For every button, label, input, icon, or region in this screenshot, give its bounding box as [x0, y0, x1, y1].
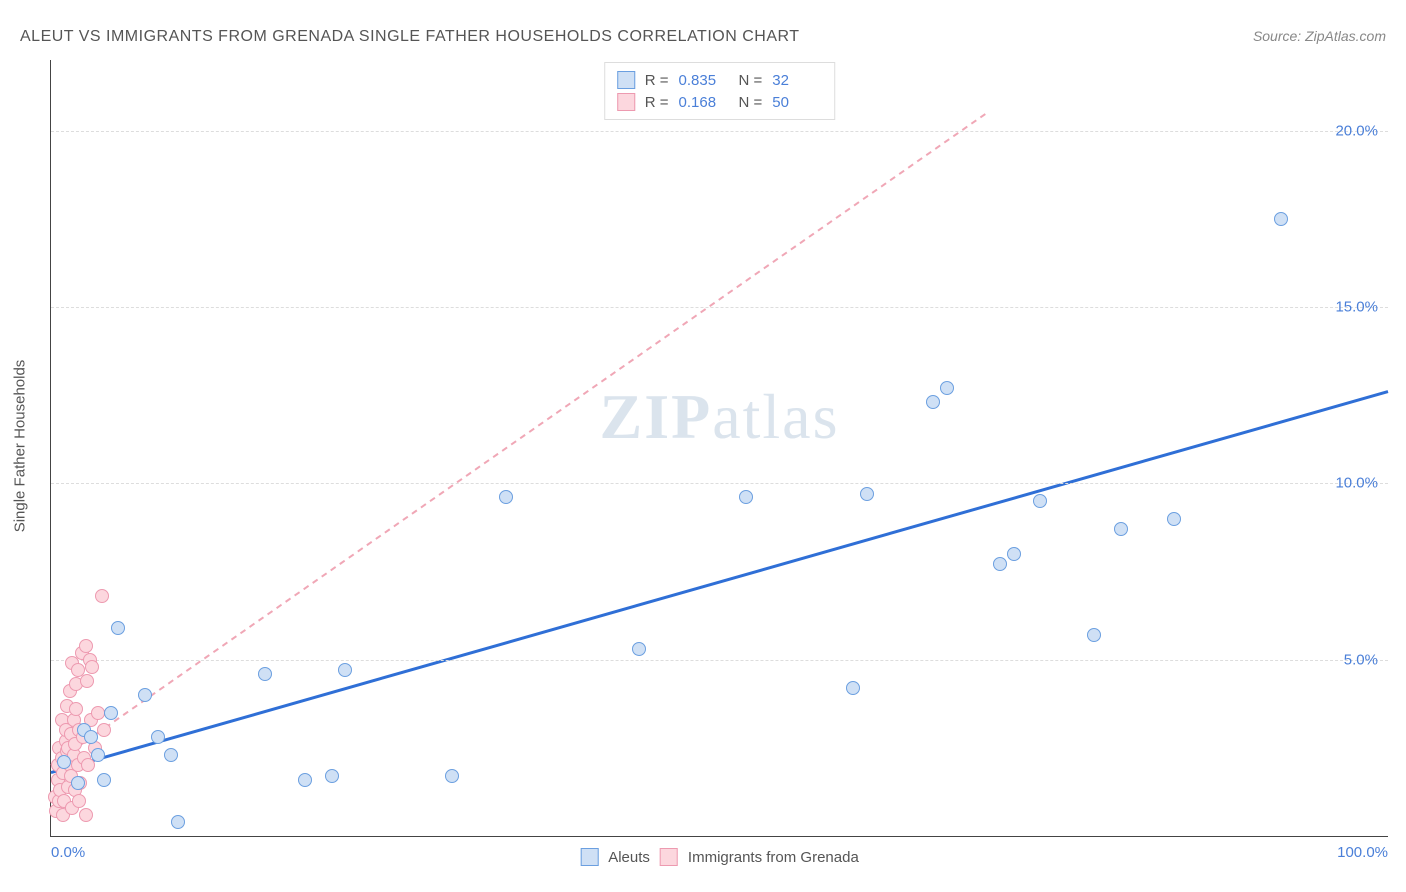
legend-n-value: 32 [772, 72, 822, 89]
data-point [739, 490, 753, 504]
data-point [95, 589, 109, 603]
data-point [926, 395, 940, 409]
data-point [97, 773, 111, 787]
trend-lines-svg [51, 60, 1388, 836]
y-tick-label: 5.0% [1344, 651, 1378, 668]
trend-line [51, 392, 1388, 773]
x-tick-max: 100.0% [1337, 844, 1388, 861]
data-point [97, 723, 111, 737]
data-point [338, 663, 352, 677]
y-axis-title: Single Father Households [12, 360, 29, 533]
data-point [1274, 212, 1288, 226]
x-tick-min: 0.0% [51, 844, 85, 861]
data-point [258, 667, 272, 681]
data-point [151, 730, 165, 744]
data-point [298, 773, 312, 787]
data-point [84, 730, 98, 744]
gridline [51, 307, 1388, 308]
legend-r-value: 0.168 [679, 94, 729, 111]
y-tick-label: 10.0% [1335, 475, 1378, 492]
y-tick-label: 20.0% [1335, 122, 1378, 139]
data-point [111, 621, 125, 635]
data-point [1087, 628, 1101, 642]
legend-series-label: Immigrants from Grenada [688, 849, 859, 866]
data-point [85, 660, 99, 674]
data-point [171, 815, 185, 829]
data-point [79, 808, 93, 822]
legend-swatch [617, 93, 635, 111]
legend-swatch [617, 71, 635, 89]
gridline [51, 131, 1388, 132]
legend-r-label: R = [645, 72, 669, 89]
legend-series: Aleuts Immigrants from Grenada [580, 848, 859, 866]
legend-n-value: 50 [772, 94, 822, 111]
legend-swatch [580, 848, 598, 866]
gridline [51, 483, 1388, 484]
legend-series-label: Aleuts [608, 849, 650, 866]
legend-r-label: R = [645, 94, 669, 111]
data-point [325, 769, 339, 783]
data-point [57, 755, 71, 769]
legend-row: R = 0.168 N = 50 [617, 91, 823, 113]
data-point [91, 706, 105, 720]
legend-row: R = 0.835 N = 32 [617, 69, 823, 91]
data-point [138, 688, 152, 702]
data-point [91, 748, 105, 762]
data-point [104, 706, 118, 720]
legend-correlation: R = 0.835 N = 32 R = 0.168 N = 50 [604, 62, 836, 120]
data-point [1114, 522, 1128, 536]
data-point [860, 487, 874, 501]
data-point [632, 642, 646, 656]
y-tick-label: 15.0% [1335, 298, 1378, 315]
data-point [445, 769, 459, 783]
chart-title: ALEUT VS IMMIGRANTS FROM GRENADA SINGLE … [20, 28, 800, 46]
data-point [164, 748, 178, 762]
data-point [499, 490, 513, 504]
data-point [1167, 512, 1181, 526]
legend-swatch [660, 848, 678, 866]
data-point [72, 794, 86, 808]
data-point [846, 681, 860, 695]
gridline [51, 660, 1388, 661]
legend-n-label: N = [739, 94, 763, 111]
data-point [69, 702, 83, 716]
data-point [940, 381, 954, 395]
trend-line [51, 113, 987, 766]
legend-r-value: 0.835 [679, 72, 729, 89]
source-attribution: Source: ZipAtlas.com [1253, 28, 1386, 44]
data-point [993, 557, 1007, 571]
data-point [1033, 494, 1047, 508]
data-point [1007, 547, 1021, 561]
data-point [80, 674, 94, 688]
legend-n-label: N = [739, 72, 763, 89]
data-point [71, 776, 85, 790]
plot-area: ZIPatlas R =0.835N =32R =0.168N =50 Aleu… [50, 60, 1388, 837]
data-point [79, 639, 93, 653]
